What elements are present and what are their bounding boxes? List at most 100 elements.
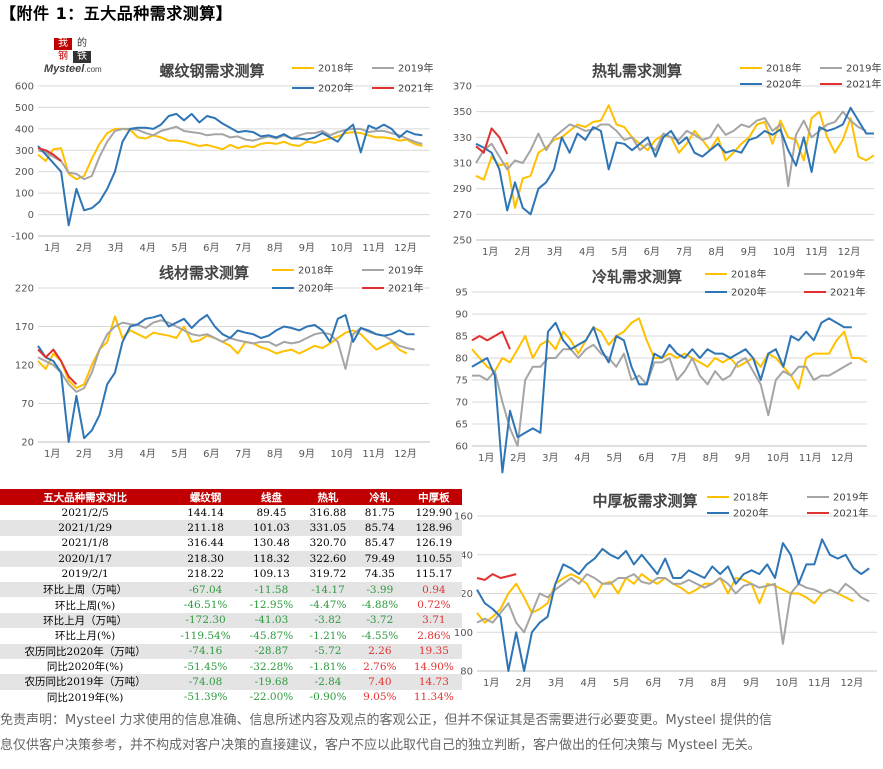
y-tick-label: -100 (11, 232, 34, 243)
row-label: 环比上周(%) (55, 599, 116, 612)
table-cell: -51.39% (183, 691, 228, 704)
x-tick-label: 1月 (482, 246, 498, 258)
chart-title: 线材需求测算 (159, 264, 249, 282)
table-cell: -22.00% (249, 691, 294, 704)
table-cell: 129.90 (415, 506, 453, 519)
mysteel-logo: 我 的 钢 铁 Mysteel.com (44, 36, 116, 76)
y-tick-label: 85 (455, 332, 468, 343)
y-tick-label: 95 (455, 288, 468, 299)
x-tick-label: 9月 (299, 448, 315, 460)
chart-cr: 冷轧需求测算 60 65 70 75 80 85 90 95 1月 2月 3月 4月 5月 6月 7月 8月 9月… (455, 268, 868, 474)
table-cell: 316.88 (309, 506, 347, 519)
series-line-2018年 (37, 127, 423, 181)
table-cell: -1.81% (309, 660, 347, 673)
chart-rebar: 螺纹钢需求测算 -100 0 100 200 300 400 500 600 1月 2月 3月 4月 5月… (11, 62, 433, 255)
table-cell: 85.74 (353, 520, 406, 536)
y-tick-label: 60 (455, 442, 468, 453)
series-line-2021年 (475, 127, 509, 155)
legend-label: 2019年 (830, 268, 865, 281)
table-cell: 144.14 (187, 506, 224, 519)
x-tick-label: 12月 (841, 677, 864, 689)
y-tick-label: 80 (460, 667, 473, 678)
table-row: 2021/2/5 144.14 89.45 316.88 81.75 129.90 (0, 505, 462, 520)
x-tick-label: 7月 (678, 677, 694, 689)
table-cell: -67.04 (170, 581, 241, 598)
table-cell: 79.49 (353, 551, 406, 567)
x-tick-label: 6月 (203, 448, 219, 460)
x-tick-label: 2月 (516, 677, 532, 689)
table-cell: 331.05 (302, 520, 354, 536)
x-tick-label: 11月 (799, 452, 822, 464)
legend-label: 2018年 (733, 491, 768, 504)
table-cell: -45.87% (249, 629, 294, 642)
table-row: 同比2019年(%) -51.39% -22.00% -0.90% 9.05% 11.34… (0, 690, 462, 705)
table-cell: -41.03 (240, 612, 303, 629)
y-tick-label: 20 (21, 438, 34, 449)
y-tick-label: 100 (15, 189, 34, 200)
series-line-2020年 (37, 112, 423, 227)
y-tick-label: 270 (453, 210, 472, 221)
legend-label: 2020年 (298, 282, 333, 295)
y-tick-label: 400 (15, 124, 34, 135)
table-cell: 115.17 (415, 568, 453, 581)
series-line-2021年 (37, 348, 78, 386)
x-tick-label: 1月 (483, 677, 499, 689)
table-row: 环比上月（万吨） -172.30 -41.03 -3.82 -3.72 3.71 (0, 612, 462, 629)
chart-title: 中厚板需求测算 (592, 492, 697, 510)
table-cell: -4.88% (361, 599, 399, 612)
table-cell: -2.84 (302, 674, 354, 690)
row-label: 2021/1/8 (61, 537, 109, 550)
y-tick-label: 310 (453, 159, 472, 170)
y-tick-label: 290 (453, 184, 472, 195)
table-row: 环比上周（万吨） -67.04 -11.58 -14.17 -3.99 0.94 (0, 581, 462, 598)
series-line-2018年 (471, 317, 868, 390)
x-tick-label: 10月 (776, 677, 799, 689)
table-cell: -4.47% (309, 599, 347, 612)
x-tick-label: 3月 (547, 246, 563, 258)
x-tick-label: 10月 (767, 452, 790, 464)
legend-label: 2021年 (833, 507, 868, 520)
legend-label: 2019年 (388, 264, 423, 277)
y-tick-label: 200 (15, 167, 34, 178)
legend-label: 2021年 (830, 286, 865, 299)
table-header-cell: 热轧 (302, 489, 354, 505)
table-cell: 9.05% (363, 691, 397, 704)
x-tick-label: 10月 (773, 246, 796, 258)
table-row: 2019/2/1 218.22 109.13 319.72 74.35 115.17 (0, 567, 462, 582)
table-cell: 14.73 (405, 674, 462, 690)
y-tick-label: 75 (455, 376, 468, 387)
table-row: 环比上月(%) -119.54% -45.87% -1.21% -4.55% 2.86% (0, 628, 462, 643)
series-line-2018年 (475, 104, 875, 209)
table-cell: -0.90% (309, 691, 347, 704)
x-tick-label: 3月 (108, 448, 124, 460)
x-tick-label: 11月 (362, 242, 385, 254)
logo-word: Mysteel (44, 63, 85, 75)
page-title: 【附件 1：五大品种需求测算】 (0, 4, 233, 23)
x-tick-label: 1月 (44, 448, 60, 460)
table-cell: 85.47 (364, 537, 395, 550)
series-line-2018年 (37, 315, 408, 390)
table-cell: 89.45 (256, 506, 287, 519)
logo-seal-char: 我 (54, 38, 72, 50)
logo-suffix: .com (84, 65, 102, 74)
table-cell: -28.87 (240, 643, 303, 659)
chart-wire: 线材需求测算 20 70 120 170 220 1月 2月 3月 4月 5月 6月 7月 8月 9月 10月… (15, 264, 430, 460)
table-cell: 81.75 (364, 506, 395, 519)
table-cell: -11.58 (240, 581, 303, 598)
table-cell: 2.86% (417, 629, 451, 642)
table-cell: -12.95% (249, 599, 294, 612)
legend-label: 2020年 (731, 286, 766, 299)
table-cell: 2.76% (363, 660, 397, 673)
x-tick-label: 2月 (76, 242, 92, 254)
x-tick-label: 8月 (711, 677, 727, 689)
table-cell: -4.55% (361, 629, 399, 642)
table-cell: 0.94 (405, 581, 462, 598)
table-row: 2021/1/29 211.18 101.03 331.05 85.74 128.96 (0, 520, 462, 536)
y-tick-label: 65 (455, 420, 468, 431)
table-cell: -3.99 (353, 581, 406, 598)
table-cell: -1.21% (309, 629, 347, 642)
table-cell: 0.72% (417, 599, 451, 612)
table-cell: 101.03 (240, 520, 303, 536)
series-line-2019年 (37, 125, 423, 181)
table-cell: 319.72 (309, 568, 347, 581)
